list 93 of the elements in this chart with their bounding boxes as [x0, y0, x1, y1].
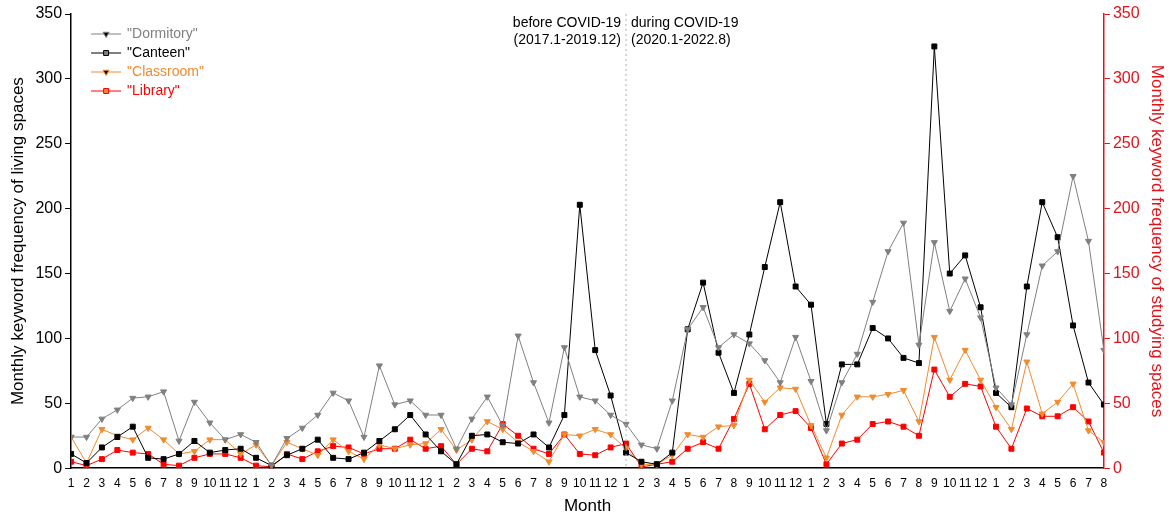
x-tick-label: 6: [144, 475, 152, 490]
y-tick-label: 100: [35, 328, 63, 346]
x-tick-label: 1: [622, 475, 630, 490]
x-tick-label: 4: [114, 475, 121, 490]
x-tick-label: 5: [499, 475, 507, 490]
y-tick-label: 0: [53, 458, 63, 476]
x-tick-label: 8: [1100, 475, 1108, 490]
y-tick-label: 250: [35, 134, 63, 152]
x-tick-label: 10: [943, 475, 957, 490]
x-tick-label: 1: [67, 475, 75, 490]
x-tick-label: 6: [514, 475, 522, 490]
x-tick-label: 12: [418, 475, 433, 490]
x-tick-label: 8: [360, 475, 368, 490]
x-tick-label: 3: [838, 475, 846, 490]
y-tick-label: 150: [35, 263, 63, 281]
x-tick-label: 10: [203, 475, 217, 490]
x-tick-label: 6: [329, 475, 337, 490]
x-tick-label: 8: [545, 475, 553, 490]
x-tick-label: 3: [283, 475, 291, 490]
x-tick-label: 7: [715, 475, 723, 490]
x-tick-label: 12: [788, 475, 803, 490]
x-tick-label: 1: [807, 475, 815, 490]
x-tick-label: 12: [973, 475, 988, 490]
x-tick-label: 7: [1085, 475, 1093, 490]
x-tick-label: 7: [530, 475, 538, 490]
legend-label: "Library": [127, 81, 180, 98]
legend-label: "Dormitory": [127, 24, 198, 41]
y-tick-label: 50: [44, 393, 63, 411]
annotation: before COVID-19 (2017.1-2019.12): [512, 13, 622, 47]
y2-tick-label: 300: [1112, 69, 1140, 87]
x-tick-label: 3: [653, 475, 661, 490]
y2-tick-label: 150: [1112, 263, 1140, 281]
x-tick-label: 9: [191, 475, 199, 490]
x-tick-label: 12: [233, 475, 248, 490]
x-tick-label: 11: [588, 475, 602, 490]
x-tick-label: 12: [603, 475, 618, 490]
x-tick-label: 11: [219, 475, 232, 490]
x-axis-title: Month: [563, 496, 612, 516]
x-tick-label: 5: [314, 475, 322, 490]
x-tick-label: 4: [483, 475, 491, 490]
x-tick-label: 7: [345, 475, 353, 490]
x-tick-label: 2: [453, 475, 461, 490]
x-tick-label: 8: [175, 475, 183, 490]
x-tick-label: 11: [403, 475, 417, 490]
x-tick-label: 4: [298, 475, 306, 490]
x-tick-label: 10: [758, 475, 772, 490]
x-tick-label: 3: [1023, 475, 1031, 490]
x-tick-label: 6: [699, 475, 707, 490]
y2-tick-label: 0: [1112, 458, 1122, 476]
x-tick-label: 4: [1038, 475, 1046, 490]
y2-tick-label: 350: [1112, 4, 1140, 22]
x-tick-label: 3: [98, 475, 106, 490]
x-tick-label: 4: [668, 475, 676, 490]
x-tick-label: 3: [468, 475, 476, 490]
x-tick-label: 2: [638, 475, 646, 490]
x-tick-label: 7: [160, 475, 168, 490]
x-tick-label: 9: [376, 475, 384, 490]
x-tick-label: 5: [1054, 475, 1062, 490]
y-tick-label: 350: [35, 4, 63, 22]
y2-tick-label: 100: [1112, 328, 1140, 346]
x-tick-label: 2: [1008, 475, 1016, 490]
y2-tick-label: 200: [1112, 199, 1140, 217]
x-tick-label: 9: [561, 475, 569, 490]
x-tick-label: 6: [1069, 475, 1077, 490]
legend-label: "Canteen": [127, 43, 190, 60]
y2-tick-label: 250: [1112, 134, 1140, 152]
y2-tick-label: 50: [1112, 393, 1131, 411]
x-tick-label: 1: [252, 475, 260, 490]
x-tick-label: 7: [900, 475, 908, 490]
x-tick-label: 10: [573, 475, 587, 490]
y2-axis-title: Monthly keyword frequency of studying spaces: [1148, 64, 1168, 418]
legend-label: "Classroom": [127, 62, 204, 79]
x-tick-label: 5: [129, 475, 137, 490]
x-tick-label: 11: [773, 475, 787, 490]
x-tick-label: 2: [268, 475, 276, 490]
y-tick-label: 300: [35, 69, 63, 87]
x-tick-label: 11: [958, 475, 972, 490]
x-tick-label: 10: [388, 475, 402, 490]
x-tick-label: 6: [884, 475, 892, 490]
x-tick-label: 5: [869, 475, 877, 490]
x-tick-label: 8: [915, 475, 923, 490]
y-axis-title: Monthly keyword frequency of living spaces: [7, 77, 27, 406]
x-tick-label: 9: [931, 475, 938, 490]
x-tick-label: 2: [823, 475, 831, 490]
annotation: during COVID-19 (2020.1-2022.8): [631, 13, 739, 47]
x-tick-label: 2: [83, 475, 91, 490]
x-tick-label: 1: [992, 475, 1000, 490]
x-tick-label: 4: [853, 475, 861, 490]
x-tick-label: 1: [437, 475, 445, 490]
x-tick-label: 9: [746, 475, 754, 490]
x-tick-label: 5: [684, 475, 692, 490]
y-tick-label: 200: [35, 199, 63, 217]
x-tick-label: 8: [730, 475, 738, 490]
